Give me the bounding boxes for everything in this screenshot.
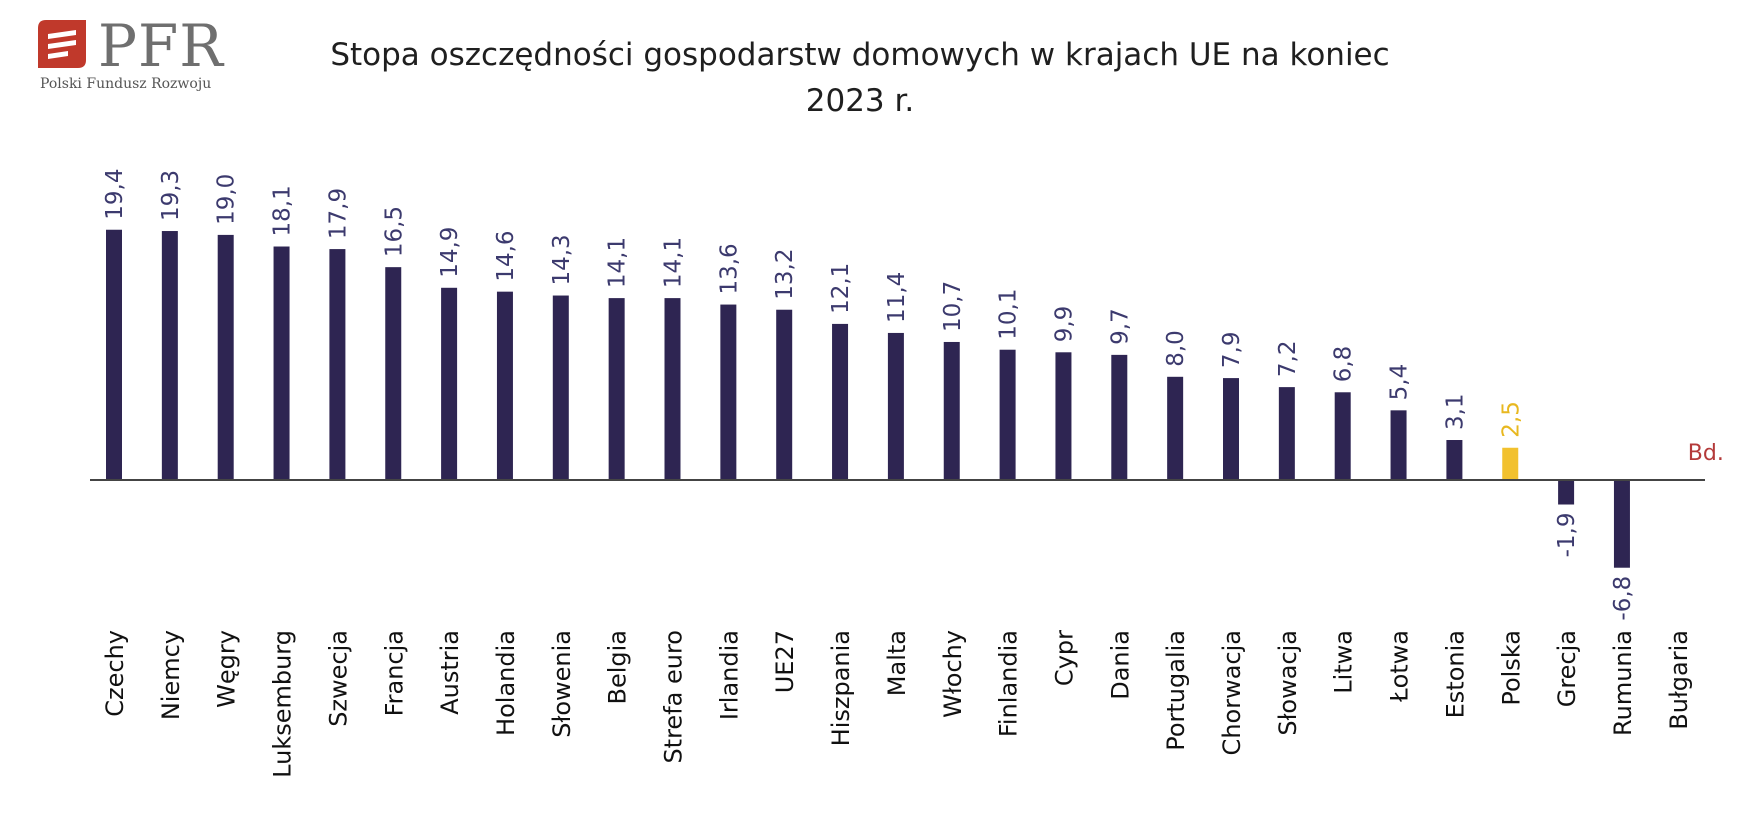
missing-value-label: Bd. (1688, 441, 1724, 466)
value-label: 7,2 (1275, 341, 1301, 378)
bar (1278, 387, 1295, 480)
category-label: Słowacja (1274, 630, 1302, 736)
value-label: 7,9 (1219, 332, 1245, 369)
value-label: 11,4 (884, 272, 910, 323)
category-label: Bułgaria (1665, 630, 1693, 730)
value-label: 18,1 (270, 185, 296, 236)
chart-title-line2: 2023 r. (805, 83, 915, 119)
value-label: 19,3 (158, 170, 184, 221)
bar (441, 287, 458, 480)
category-label: Łotwa (1386, 630, 1414, 703)
value-label: 10,1 (996, 288, 1022, 339)
bar (999, 349, 1016, 480)
category-label: Słowenia (548, 630, 576, 738)
value-label: 12,1 (828, 263, 854, 314)
bar (1558, 480, 1575, 505)
value-label: 3,1 (1442, 393, 1468, 430)
value-label: 19,4 (102, 169, 128, 220)
value-label: 19,0 (214, 174, 240, 225)
category-label: Luksemburg (269, 630, 297, 778)
value-label: 6,8 (1331, 346, 1357, 383)
bar (385, 267, 402, 480)
category-label: Grecja (1553, 630, 1581, 707)
category-label: Szwecja (324, 630, 352, 727)
bar (1223, 378, 1239, 480)
bar (217, 234, 234, 480)
value-label: 14,1 (605, 237, 631, 288)
value-label: -1,9 (1554, 513, 1580, 558)
value-label: 13,2 (772, 249, 798, 300)
category-label: Węgry (213, 630, 241, 708)
bar (664, 298, 681, 480)
bar (552, 295, 569, 480)
category-label: Niemcy (157, 630, 185, 720)
value-label: 8,0 (1163, 330, 1189, 367)
bar (329, 249, 346, 480)
bar (273, 246, 290, 480)
value-label: 9,9 (1051, 306, 1077, 343)
bar (1334, 392, 1351, 480)
bar (1111, 354, 1128, 480)
category-label: Strefa euro (660, 630, 688, 764)
logo-subtitle: Polski Fundusz Rozwoju (40, 76, 212, 92)
value-label: 5,4 (1387, 364, 1413, 401)
value-label: 10,7 (940, 281, 966, 332)
bar (106, 229, 122, 480)
category-label: Rumunia (1609, 630, 1637, 736)
category-label: Estonia (1441, 630, 1469, 718)
bar (496, 291, 513, 480)
category-label: Hiszpania (827, 630, 855, 746)
category-label: Belgia (604, 630, 632, 705)
bar (161, 231, 178, 480)
logo-text: PFR (98, 12, 224, 80)
category-label: Polska (1497, 630, 1525, 706)
bar (832, 323, 849, 480)
category-label: Finlandia (995, 630, 1023, 737)
category-label: UE27 (771, 630, 799, 693)
category-label: Austria (436, 630, 464, 715)
bar (887, 332, 904, 480)
category-label: Dania (1106, 630, 1134, 700)
pfr-logo: PFR Polski Fundusz Rozwoju (38, 14, 258, 104)
category-label: Malta (883, 630, 911, 696)
value-label: 14,6 (493, 230, 519, 281)
bar (1502, 447, 1519, 480)
value-label: 9,7 (1107, 308, 1133, 345)
value-label: 14,1 (661, 237, 687, 288)
bar (1390, 410, 1407, 480)
bar (608, 298, 625, 480)
pfr-logo-mark-icon (38, 20, 86, 68)
bar (1055, 352, 1072, 480)
category-label: Włochy (939, 630, 967, 718)
category-label: Cypr (1050, 630, 1078, 686)
value-label: 16,5 (381, 206, 407, 257)
bar (1446, 440, 1463, 480)
chart-title: Stopa oszczędności gospodarstw domowych … (260, 32, 1460, 124)
chart-title-line1: Stopa oszczędności gospodarstw domowych … (330, 37, 1390, 73)
category-label: Chorwacja (1218, 630, 1246, 755)
value-label: 14,9 (437, 227, 463, 278)
bar (720, 304, 737, 480)
category-label: Litwa (1330, 630, 1358, 694)
value-label: 17,9 (325, 188, 351, 239)
category-label: Irlandia (715, 630, 743, 720)
bar (1167, 376, 1184, 480)
value-label: 14,3 (549, 234, 575, 285)
value-label: -6,8 (1610, 576, 1636, 621)
category-label: Czechy (101, 630, 129, 717)
category-label: Francja (380, 630, 408, 716)
category-label: Portugalia (1162, 630, 1190, 751)
category-label: Holandia (492, 630, 520, 736)
bar (776, 309, 793, 480)
value-label: 2,5 (1498, 401, 1524, 438)
bar (943, 341, 960, 480)
value-label: 13,6 (716, 243, 742, 294)
bar (1613, 480, 1630, 568)
